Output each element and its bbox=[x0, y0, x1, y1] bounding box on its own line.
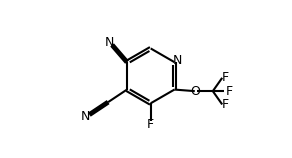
Text: N: N bbox=[173, 54, 182, 67]
Text: N: N bbox=[104, 36, 114, 49]
Text: F: F bbox=[226, 85, 233, 98]
Text: F: F bbox=[147, 118, 154, 131]
Text: O: O bbox=[191, 85, 201, 98]
Text: F: F bbox=[221, 98, 229, 111]
Text: N: N bbox=[81, 110, 91, 123]
Text: F: F bbox=[221, 71, 229, 84]
